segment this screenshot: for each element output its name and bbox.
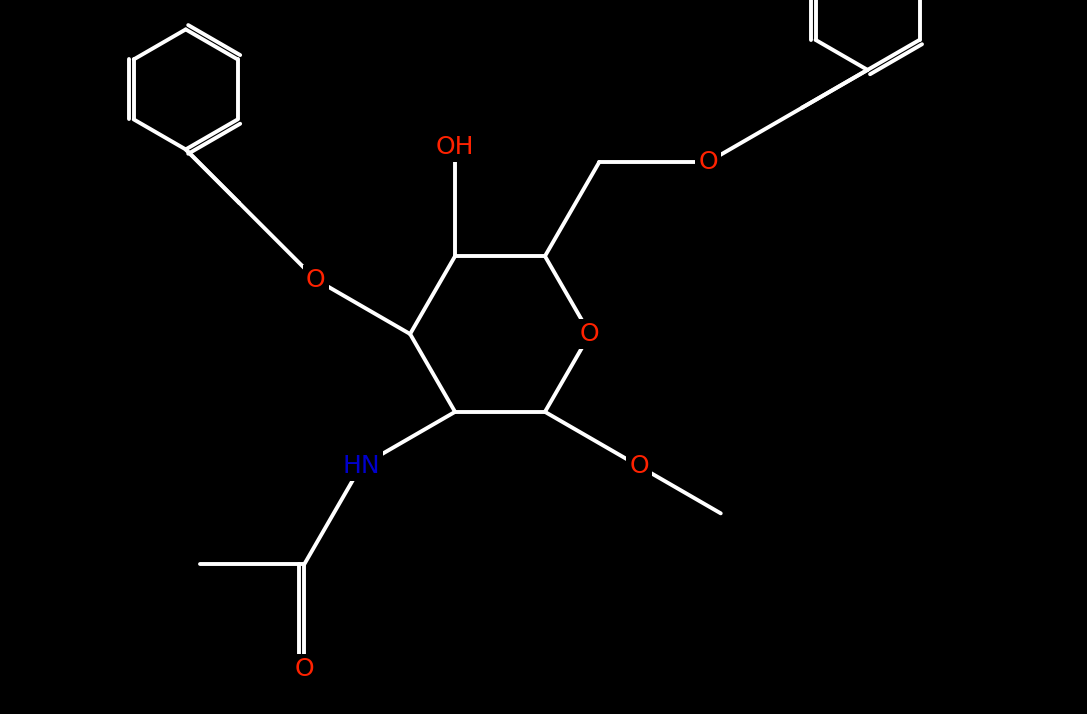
Text: OH: OH	[436, 136, 474, 159]
Text: O: O	[295, 657, 314, 680]
Text: O: O	[698, 150, 717, 174]
Text: O: O	[629, 454, 649, 478]
Text: O: O	[307, 268, 326, 291]
Text: HN: HN	[342, 454, 379, 478]
Text: O: O	[580, 322, 600, 346]
